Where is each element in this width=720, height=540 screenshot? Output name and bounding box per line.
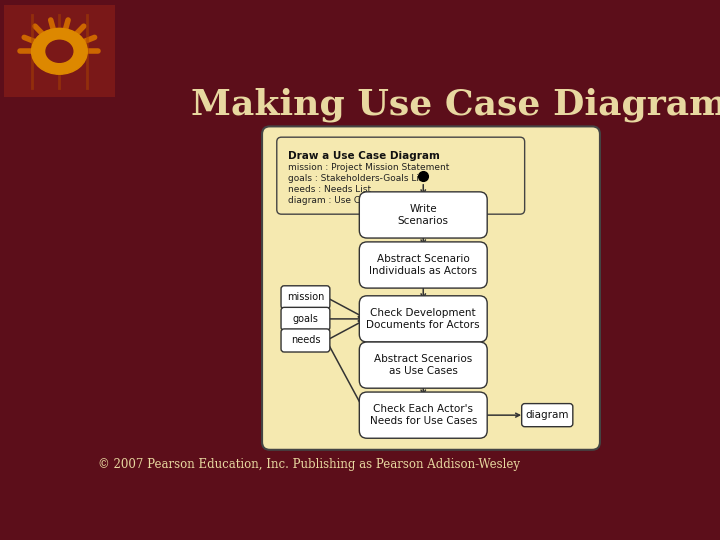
Text: diagram : Use Case Diagram: diagram : Use Case Diagram [287, 195, 417, 205]
FancyBboxPatch shape [359, 192, 487, 238]
Text: Making Use Case Diagrams 1: Making Use Case Diagrams 1 [191, 87, 720, 122]
Text: mission: mission [287, 292, 324, 302]
Text: Abstract Scenario
Individuals as Actors: Abstract Scenario Individuals as Actors [369, 254, 477, 276]
Text: Draw a Use Case Diagram: Draw a Use Case Diagram [287, 151, 439, 161]
Text: diagram: diagram [526, 410, 569, 420]
Circle shape [32, 28, 87, 74]
Text: Abstract Scenarios
as Use Cases: Abstract Scenarios as Use Cases [374, 354, 472, 376]
Text: goals: goals [292, 314, 318, 324]
Text: goals : Stakeholders-Goals List: goals : Stakeholders-Goals List [287, 174, 427, 183]
FancyBboxPatch shape [359, 392, 487, 438]
FancyBboxPatch shape [276, 137, 525, 214]
Text: Check Each Actor's
Needs for Use Cases: Check Each Actor's Needs for Use Cases [369, 404, 477, 426]
FancyBboxPatch shape [281, 307, 330, 330]
FancyBboxPatch shape [359, 342, 487, 388]
FancyBboxPatch shape [359, 296, 487, 342]
Text: mission : Project Mission Statement: mission : Project Mission Statement [287, 164, 449, 172]
Text: © 2007 Pearson Education, Inc. Publishing as Pearson Addison-Wesley: © 2007 Pearson Education, Inc. Publishin… [98, 458, 520, 471]
Text: Check Development
Documents for Actors: Check Development Documents for Actors [366, 308, 480, 330]
Text: Write
Scenarios: Write Scenarios [397, 204, 449, 226]
FancyBboxPatch shape [359, 242, 487, 288]
FancyBboxPatch shape [522, 403, 573, 427]
FancyBboxPatch shape [281, 329, 330, 352]
Text: needs : Needs List: needs : Needs List [287, 185, 371, 194]
Circle shape [46, 40, 73, 62]
Text: needs: needs [291, 335, 320, 346]
FancyBboxPatch shape [281, 286, 330, 309]
FancyBboxPatch shape [262, 126, 600, 450]
